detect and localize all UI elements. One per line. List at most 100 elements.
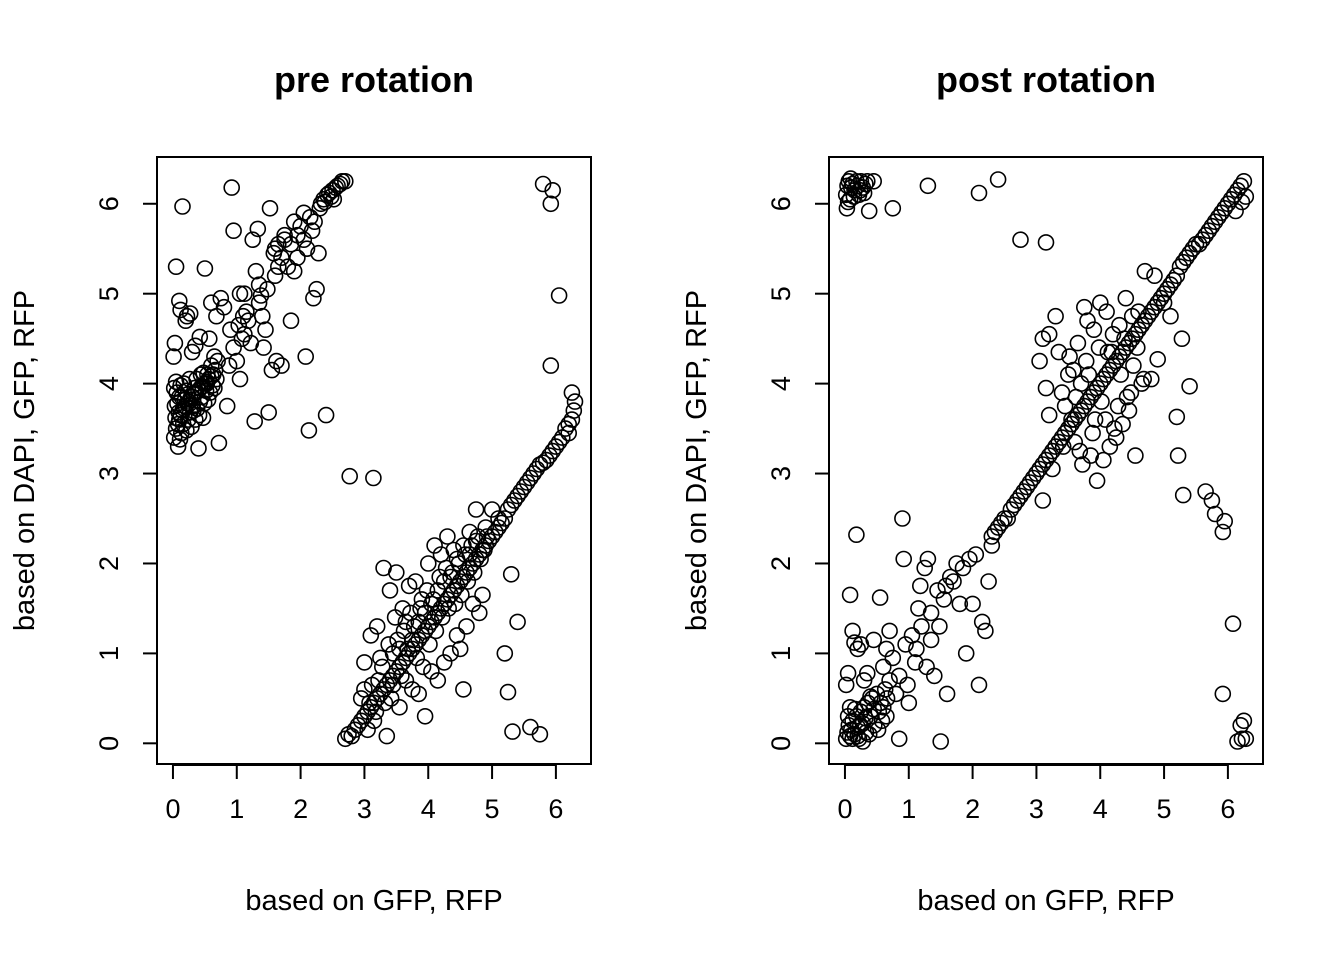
data-point <box>1061 348 1078 365</box>
data-point <box>544 182 562 199</box>
data-point <box>1168 408 1186 426</box>
data-point <box>467 501 485 518</box>
y-tick-label: 2 <box>766 556 796 571</box>
data-point <box>1206 213 1224 230</box>
data-point <box>416 604 434 622</box>
data-point <box>874 658 892 676</box>
data-point <box>1092 294 1109 312</box>
data-point <box>1106 420 1123 437</box>
data-point <box>1095 451 1112 469</box>
data-point <box>246 413 263 430</box>
data-point <box>490 510 507 527</box>
data-point <box>1084 424 1101 442</box>
data-point <box>547 438 565 455</box>
data-point <box>881 672 898 689</box>
data-point <box>1162 276 1179 294</box>
data-point <box>1109 397 1127 415</box>
data-point <box>165 348 182 365</box>
data-point <box>391 658 408 676</box>
data-point <box>1214 523 1232 541</box>
data-point <box>1076 298 1093 316</box>
data-point <box>209 352 226 370</box>
data-point <box>362 627 380 644</box>
data-point <box>560 424 578 442</box>
data-point <box>925 667 943 685</box>
data-point <box>537 451 555 469</box>
data-point <box>483 528 501 545</box>
data-point <box>839 664 857 682</box>
data-point <box>534 175 552 193</box>
data-point <box>439 528 456 545</box>
data-point <box>1044 460 1061 478</box>
data-point <box>1050 433 1068 451</box>
data-point <box>1123 330 1141 348</box>
data-point <box>1168 267 1186 285</box>
data-point <box>478 528 496 545</box>
data-point <box>1216 200 1233 217</box>
data-point <box>541 447 558 464</box>
data-point <box>341 467 359 485</box>
chart-title: pre rotation <box>274 59 474 100</box>
data-point <box>1021 474 1039 491</box>
x-tick-label: 1 <box>901 794 916 824</box>
data-point <box>1210 209 1227 226</box>
data-point <box>194 409 212 427</box>
data-point <box>890 667 908 685</box>
data-point <box>198 375 216 392</box>
x-tick-label: 6 <box>548 794 563 824</box>
data-point <box>453 586 470 604</box>
data-point <box>376 694 394 712</box>
data-point <box>496 645 514 662</box>
data-point <box>1093 393 1110 410</box>
data-point <box>387 564 405 581</box>
data-point <box>1092 375 1109 392</box>
data-point <box>1069 334 1087 352</box>
y-tick-label: 1 <box>94 646 124 661</box>
data-point <box>212 289 230 307</box>
data-point <box>476 541 493 559</box>
data-point <box>1031 460 1048 478</box>
data-point <box>951 595 969 613</box>
data-point <box>201 330 218 348</box>
data-point <box>1088 472 1106 490</box>
data-point <box>1117 289 1135 307</box>
data-point <box>442 568 459 586</box>
data-point <box>941 568 959 586</box>
data-point <box>506 492 523 509</box>
data-point <box>1136 262 1154 280</box>
data-point <box>531 725 549 743</box>
data-point <box>980 573 997 590</box>
y-tick-label: 3 <box>94 466 124 481</box>
data-point <box>1104 325 1122 343</box>
data-point <box>1050 343 1068 361</box>
y-tick-label: 0 <box>766 736 796 751</box>
data-point <box>1101 361 1119 379</box>
data-point <box>849 727 867 745</box>
data-point <box>225 222 242 239</box>
data-point <box>566 393 584 410</box>
y-tick-label: 5 <box>94 286 124 301</box>
data-point <box>911 577 929 595</box>
x-tick-label: 3 <box>1029 794 1044 824</box>
data-point <box>884 649 902 667</box>
data-point <box>448 627 466 644</box>
data-point <box>327 179 345 196</box>
data-point <box>393 667 410 685</box>
data-point <box>1107 429 1125 446</box>
data-point <box>1005 496 1023 514</box>
data-point <box>1044 442 1061 460</box>
data-point <box>407 573 424 590</box>
data-point <box>295 231 313 248</box>
data-point <box>236 325 253 343</box>
data-point <box>983 528 1001 545</box>
data-point <box>1197 226 1214 244</box>
data-point <box>282 312 300 330</box>
data-point <box>1116 330 1133 348</box>
data-point <box>873 712 891 730</box>
data-point <box>509 613 526 631</box>
data-point <box>855 672 873 689</box>
data-point <box>259 280 276 298</box>
data-point <box>381 582 399 599</box>
data-point <box>238 303 255 321</box>
data-point <box>464 595 482 613</box>
